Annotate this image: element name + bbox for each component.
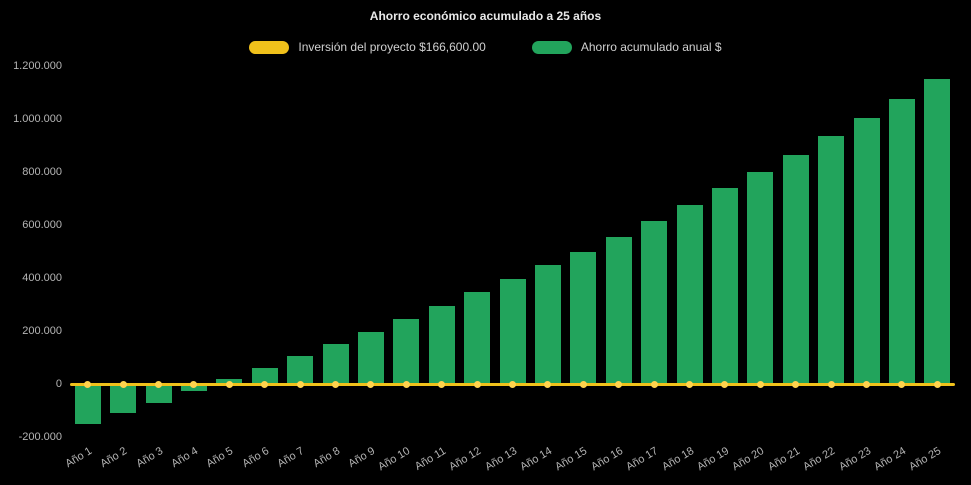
bar-año-21 bbox=[782, 154, 809, 384]
bar-año-7 bbox=[287, 356, 314, 384]
investment-point bbox=[827, 380, 835, 388]
investment-point bbox=[225, 380, 233, 388]
bar-año-16 bbox=[605, 236, 632, 384]
bar-año-22 bbox=[818, 136, 845, 384]
investment-point bbox=[756, 380, 764, 388]
investment-point bbox=[190, 380, 198, 388]
y-tick-label: 0 bbox=[55, 378, 62, 390]
bar-año-2 bbox=[110, 384, 137, 414]
legend-swatch bbox=[531, 40, 572, 54]
legend-label: Ahorro acumulado anual $ bbox=[580, 40, 722, 54]
bar-año-11 bbox=[428, 305, 455, 384]
investment-point bbox=[402, 380, 410, 388]
bar-año-3 bbox=[145, 384, 172, 403]
bar-año-9 bbox=[357, 331, 384, 384]
investment-point bbox=[473, 380, 481, 388]
investment-point bbox=[296, 380, 304, 388]
bar-año-25 bbox=[924, 79, 951, 384]
legend-swatch bbox=[249, 40, 290, 54]
bar-año-20 bbox=[747, 172, 774, 384]
y-tick-label: 600.000 bbox=[22, 219, 62, 231]
investment-point bbox=[933, 380, 941, 388]
y-tick-label: 800.000 bbox=[22, 166, 62, 178]
investment-point bbox=[650, 380, 658, 388]
y-tick-label: 200.000 bbox=[22, 325, 62, 337]
bar-año-14 bbox=[534, 265, 561, 384]
y-tick-label: 400.000 bbox=[22, 272, 62, 284]
investment-point bbox=[367, 380, 375, 388]
y-tick-label: 1.200.000 bbox=[13, 60, 62, 72]
investment-point bbox=[579, 380, 587, 388]
y-tick-label: 1.000.000 bbox=[13, 113, 62, 125]
bar-año-19 bbox=[711, 188, 738, 384]
bar-año-1 bbox=[74, 384, 101, 424]
legend-item-1[interactable]: Ahorro acumulado anual $ bbox=[531, 40, 722, 54]
bar-año-6 bbox=[251, 367, 278, 384]
chart-title: Ahorro económico acumulado a 25 años bbox=[369, 9, 602, 23]
bar-año-13 bbox=[499, 278, 526, 384]
investment-point bbox=[332, 380, 339, 388]
investment-point bbox=[863, 380, 870, 388]
legend-item-0[interactable]: Inversión del proyecto $166,600.00 bbox=[249, 40, 486, 54]
investment-point bbox=[261, 380, 269, 388]
investment-point bbox=[509, 380, 516, 388]
y-axis: -200.000 0 200.000 400.000 600.000 800.000 1.0… bbox=[0, 60, 62, 443]
legend-label: Inversión del proyecto $166,600.00 bbox=[298, 40, 486, 54]
investment-point bbox=[686, 380, 693, 388]
investment-point bbox=[84, 380, 92, 388]
investment-point bbox=[119, 380, 127, 388]
x-axis: Año 1 Año 2 Año 3 Año 4 Año 5 Año 6 Año 7 Año 8… bbox=[63, 437, 955, 485]
investment-point bbox=[155, 380, 162, 388]
bar-año-17 bbox=[641, 221, 668, 384]
investment-point bbox=[615, 380, 623, 388]
investment-point bbox=[721, 380, 729, 388]
bar-año-23 bbox=[853, 117, 880, 384]
bar-año-24 bbox=[888, 98, 915, 384]
y-tick-label: -200.000 bbox=[18, 431, 62, 443]
bar-año-12 bbox=[464, 292, 491, 384]
plot-area bbox=[70, 66, 955, 437]
investment-point bbox=[544, 380, 552, 388]
bar-año-15 bbox=[570, 251, 597, 384]
bar-año-10 bbox=[393, 318, 420, 384]
investment-point bbox=[792, 380, 800, 388]
chart-legend: Inversión del proyecto $166,600.00 Ahorro… bbox=[0, 40, 971, 54]
bar-año-8 bbox=[322, 344, 349, 384]
investment-point bbox=[898, 380, 906, 388]
bar-año-18 bbox=[676, 205, 703, 384]
investment-point bbox=[438, 380, 446, 388]
